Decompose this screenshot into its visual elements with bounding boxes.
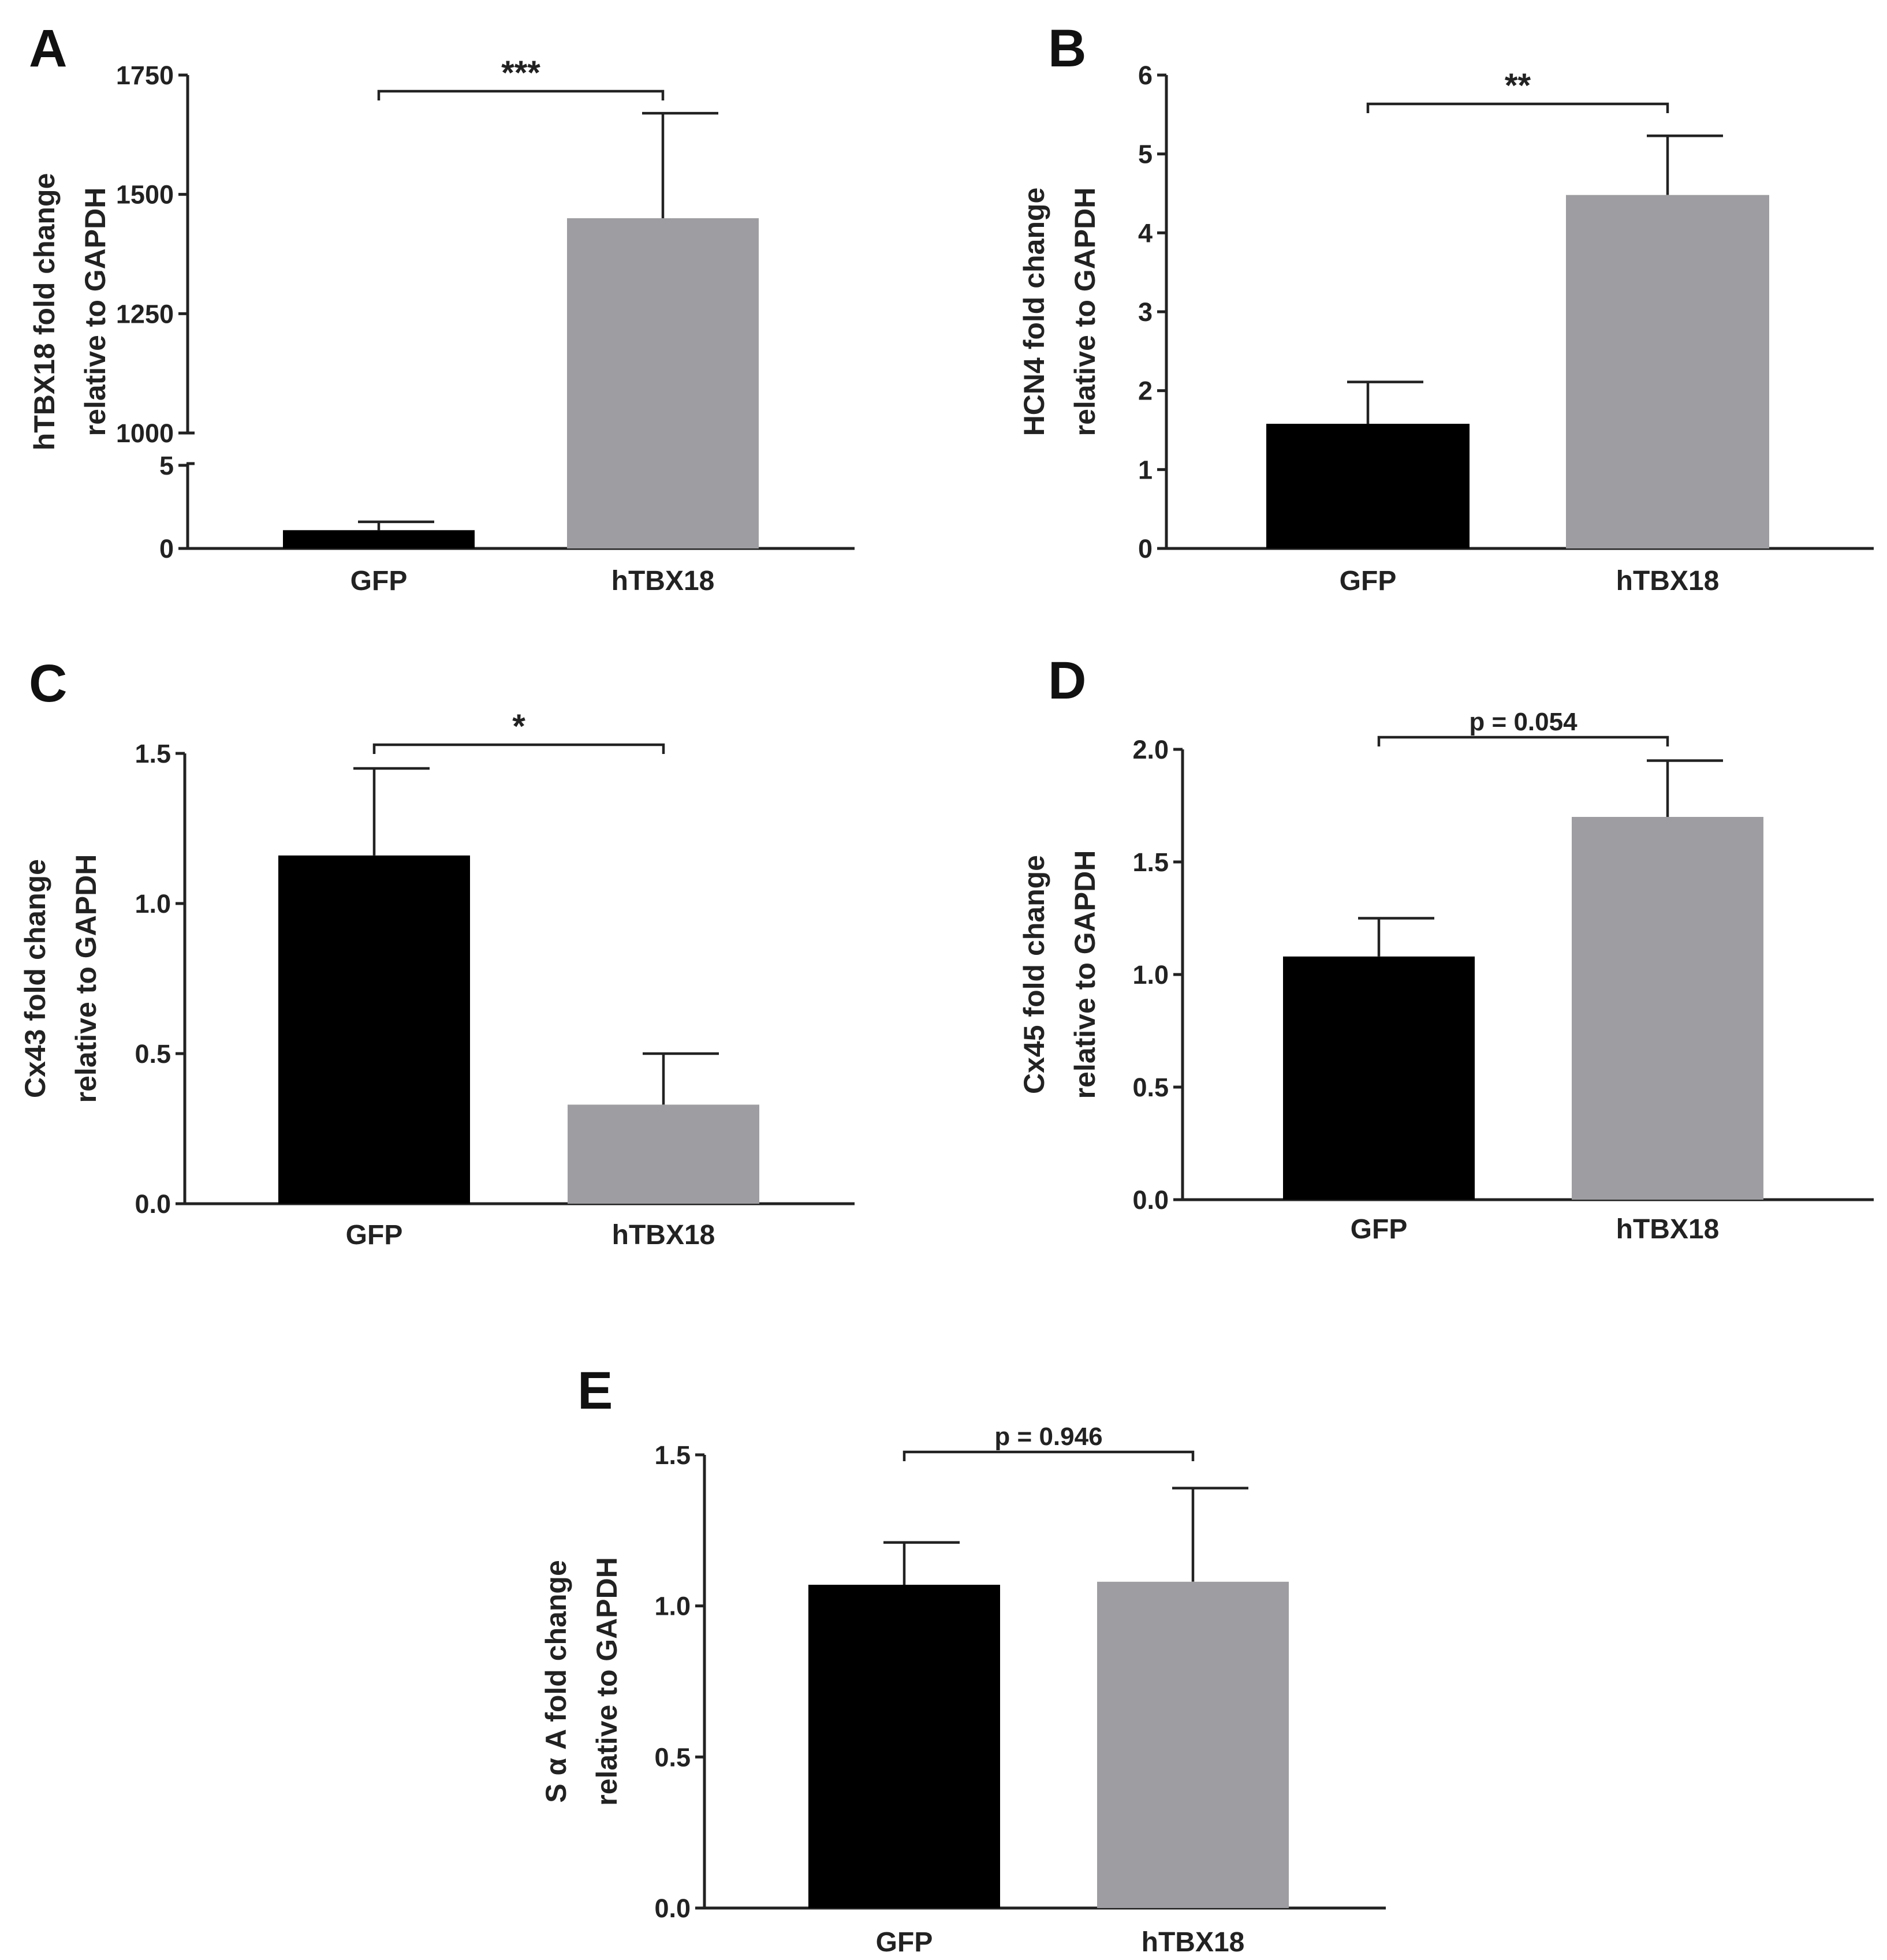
y-axis-label-line: relative to GAPDH (70, 854, 102, 1103)
y-tick-label: 0.0 (135, 1189, 171, 1219)
panel-label: B (1048, 19, 1086, 78)
significance-bracket (377, 89, 665, 100)
y-tick-label: 0.0 (654, 1894, 691, 1923)
significance-label: p = 0.946 (994, 1423, 1102, 1451)
x-category-label: GFP (350, 566, 408, 596)
y-tick-label: 1750 (116, 61, 174, 90)
y-tick-label: 1.0 (654, 1592, 691, 1621)
bar-gfp (1283, 956, 1475, 1200)
significance-label: ** (1505, 67, 1531, 104)
bar-gfp (1266, 424, 1470, 548)
y-axis-label-line: Cx43 fold change (19, 859, 51, 1098)
significance-bracket (1377, 736, 1669, 746)
y-tick-label: 1 (1138, 455, 1153, 484)
bar-gfp (808, 1585, 1000, 1908)
panel-label: A (29, 19, 67, 78)
y-axis-label-line: HCN4 fold change (1018, 188, 1050, 436)
x-category-label: GFP (876, 1927, 933, 1958)
x-category-label: hTBX18 (612, 1220, 715, 1250)
y-axis-label: HCN4 fold change relative to GAPDH (1018, 188, 1101, 436)
y-tick-label: 0.5 (654, 1742, 691, 1772)
significance-bracket (372, 743, 665, 754)
y-axis-label-line: relative to GAPDH (79, 188, 111, 436)
bar-gfp (283, 530, 475, 548)
y-tick-label: 1.5 (1132, 848, 1169, 877)
y-tick-label: 1500 (116, 180, 174, 210)
panel-a: A 0 5 1000 1250 1500 1750 GFP hTBX18 *** hTBX18 fo… (28, 19, 855, 596)
y-tick-label: 0.5 (135, 1039, 171, 1069)
bar-htbx18 (1097, 1581, 1289, 1908)
x-category-label: hTBX18 (1142, 1927, 1245, 1958)
panel-d: D 0.0 0.5 1.0 1.5 2.0 GFP hTBX18 p = 0.054 Cx45 f… (1018, 651, 1874, 1245)
y-axis-label: S α A fold change relative to GAPDH (540, 1557, 623, 1806)
x-category-label: GFP (1351, 1214, 1408, 1245)
y-tick-label: 1.0 (135, 889, 171, 919)
y-axis-label-line: Cx45 fold change (1018, 855, 1050, 1094)
bar-htbx18 (567, 218, 759, 548)
significance-label: p = 0.054 (1469, 708, 1578, 736)
y-tick-label: 0 (159, 534, 174, 563)
significance-bracket (1366, 102, 1669, 113)
y-tick-label: 2.0 (1132, 735, 1169, 764)
y-tick-label: 0.0 (1132, 1185, 1169, 1215)
y-tick-label: 5 (1138, 140, 1153, 169)
x-category-label: hTBX18 (1616, 566, 1720, 596)
y-axis-label-line: relative to GAPDH (591, 1557, 623, 1806)
y-tick-label: 5 (159, 451, 174, 480)
x-category-label: GFP (346, 1220, 403, 1250)
panel-c: C 0.0 0.5 1.0 1.5 GFP hTBX18 * Cx43 fold change r… (19, 654, 855, 1250)
y-tick-label: 2 (1138, 376, 1153, 406)
bar-gfp (278, 855, 470, 1204)
y-tick-label: 4 (1138, 218, 1153, 248)
x-category-label: hTBX18 (611, 566, 715, 596)
y-tick-label: 1000 (116, 419, 174, 448)
panel-label: E (577, 1361, 613, 1420)
y-tick-label: 3 (1138, 297, 1153, 327)
y-tick-label: 1.5 (135, 739, 171, 768)
y-axis-label: hTBX18 fold change relative to GAPDH (28, 173, 111, 451)
panel-e: E 0.0 0.5 1.0 1.5 GFP hTBX18 p = 0.946 S α A fol… (540, 1361, 1386, 1958)
bar-htbx18 (1572, 817, 1763, 1200)
significance-label: *** (501, 54, 540, 92)
y-axis-label-line: relative to GAPDH (1069, 850, 1101, 1099)
x-category-label: GFP (1340, 566, 1397, 596)
y-tick-label: 6 (1138, 61, 1153, 90)
y-axis-label-line: relative to GAPDH (1069, 188, 1101, 436)
y-tick-label: 0.5 (1132, 1073, 1169, 1102)
y-axis-label: Cx45 fold change relative to GAPDH (1018, 850, 1101, 1099)
x-category-label: hTBX18 (1616, 1214, 1720, 1245)
y-tick-label: 0 (1138, 534, 1153, 563)
y-tick-label: 1.5 (654, 1440, 691, 1470)
panel-label: D (1048, 651, 1086, 710)
panel-b: B 0 1 2 3 4 5 6 GFP hTBX18 ** HCN4 fold change relat… (1018, 19, 1874, 596)
panel-label: C (29, 654, 67, 713)
y-tick-label: 1250 (116, 299, 174, 328)
y-axis-label-line: S α A fold change (540, 1560, 572, 1803)
y-axis-label: Cx43 fold change relative to GAPDH (19, 854, 102, 1103)
y-axis-label-line: hTBX18 fold change (28, 173, 61, 451)
bar-htbx18 (568, 1104, 759, 1204)
significance-label: * (512, 708, 525, 745)
bar-htbx18 (1566, 195, 1769, 548)
y-tick-label: 1.0 (1132, 960, 1169, 990)
significance-bracket (903, 1450, 1195, 1461)
